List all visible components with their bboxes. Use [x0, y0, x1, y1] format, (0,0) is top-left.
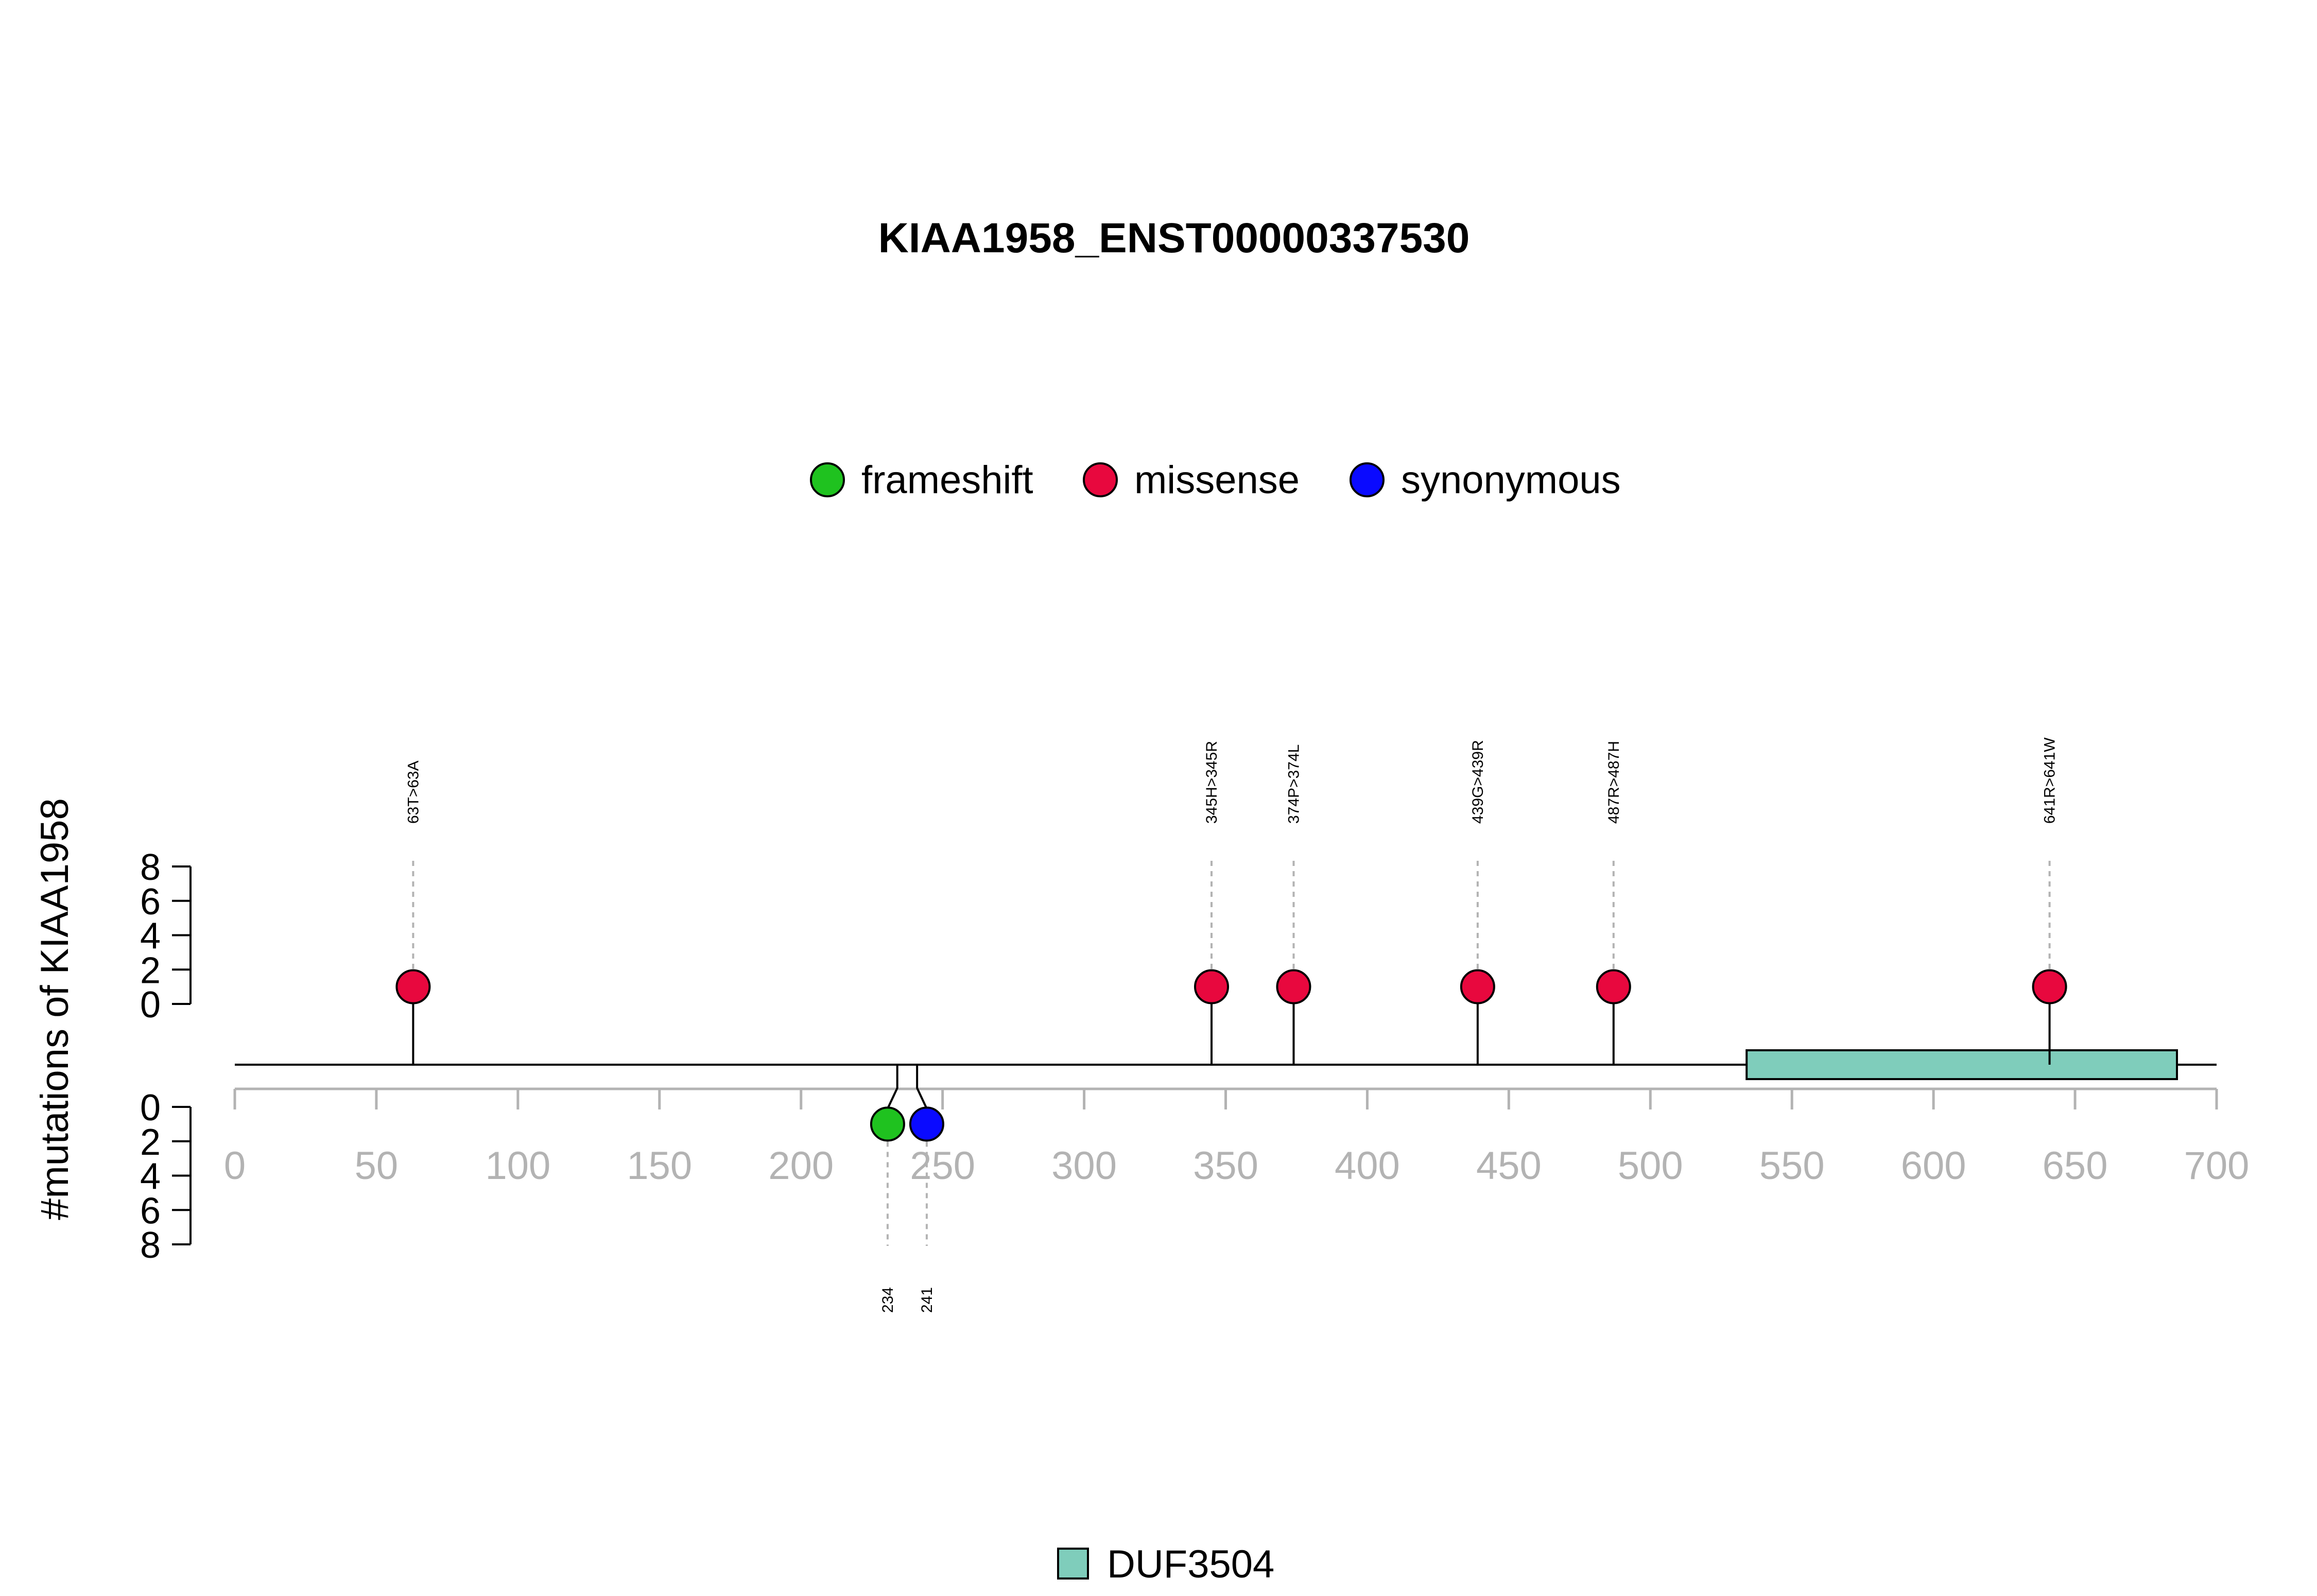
- mutation-stem: [887, 1065, 898, 1109]
- x-tick-label: 250: [910, 1144, 975, 1188]
- y-tick-label-top: 4: [140, 916, 161, 957]
- mutation-point-missense: [1596, 969, 1631, 1004]
- legend-label-synonymous: synonymous: [1401, 458, 1621, 502]
- y-tick-label-top: 2: [140, 950, 161, 991]
- chart-title: KIAA1958_ENST00000337530: [878, 215, 1470, 262]
- legend-swatch-missense: [1083, 462, 1118, 497]
- x-tick-label: 550: [1759, 1144, 1825, 1188]
- x-tick-label: 650: [2043, 1144, 2108, 1188]
- mutation-label: 641R>641W: [2042, 737, 2059, 824]
- x-tick-label: 300: [1051, 1144, 1117, 1188]
- mutation-label: 241: [919, 1287, 936, 1313]
- x-tick-label: 600: [1901, 1144, 1966, 1188]
- x-tick-label: 50: [355, 1144, 399, 1188]
- x-tick-label: 200: [768, 1144, 834, 1188]
- domain-layer: [1745, 1049, 2178, 1080]
- y-tick-label-top: 8: [140, 847, 161, 888]
- mutation-point-missense: [1194, 969, 1230, 1004]
- y-tick-label-bottom: 2: [140, 1122, 161, 1163]
- y-tick-label-bottom: 8: [140, 1225, 161, 1266]
- x-tick-label: 500: [1618, 1144, 1683, 1188]
- lollipop-layer: 63T>63A 345H>345R 374P>374L 439G>439R 487R>4…: [395, 737, 2067, 1313]
- x-axis: 0 50 100 150 200 250 300 350 400 450 500 550 600 650 7…: [224, 1087, 2250, 1188]
- y-tick-label-top: 6: [140, 881, 161, 923]
- mutation-point-frameshift: [870, 1106, 905, 1142]
- y-tick-label-top: 0: [140, 984, 161, 1026]
- mutation-point-missense: [395, 969, 431, 1004]
- mutation-label: 439G>439R: [1469, 740, 1486, 824]
- x-tick-label: 150: [627, 1144, 692, 1188]
- mutation-point-missense: [2032, 969, 2067, 1004]
- y-tick-label-bottom: 0: [140, 1087, 161, 1129]
- legend-swatch-frameshift: [810, 462, 845, 497]
- mutation-stem: [916, 1065, 928, 1109]
- legend-label-missense: missense: [1134, 458, 1300, 502]
- mutation-label: 345H>345R: [1203, 741, 1220, 824]
- x-tick-label: 100: [485, 1144, 550, 1188]
- mutation-point-synonymous: [909, 1106, 944, 1142]
- mutation-label: 234: [879, 1287, 896, 1313]
- x-tick-label: 400: [1335, 1144, 1400, 1188]
- x-tick-label: 700: [2184, 1144, 2250, 1188]
- y-tick-label-bottom: 4: [140, 1156, 161, 1198]
- y-axis-label: #mutations of KIAA1958: [33, 798, 77, 1220]
- legend-swatch-synonymous: [1350, 462, 1385, 497]
- mutation-point-missense: [1460, 969, 1495, 1004]
- domain-legend: DUF3504: [1057, 1542, 1274, 1586]
- mutation-legend: frameshift missense synonymous: [810, 458, 1621, 502]
- x-tick-label: 350: [1193, 1144, 1258, 1188]
- domain-DUF3504: [1745, 1049, 2178, 1080]
- domain-legend-swatch: [1057, 1548, 1089, 1580]
- mutation-label: 63T>63A: [405, 760, 422, 824]
- x-tick-label: 0: [224, 1144, 246, 1188]
- y-tick-label-bottom: 6: [140, 1190, 161, 1231]
- legend-label-frameshift: frameshift: [861, 458, 1033, 502]
- mutation-point-missense: [1276, 969, 1311, 1004]
- mutation-label: 374P>374L: [1285, 744, 1302, 824]
- mutation-label: 487R>487H: [1605, 741, 1622, 824]
- x-tick-label: 450: [1476, 1144, 1542, 1188]
- domain-legend-label: DUF3504: [1107, 1542, 1274, 1586]
